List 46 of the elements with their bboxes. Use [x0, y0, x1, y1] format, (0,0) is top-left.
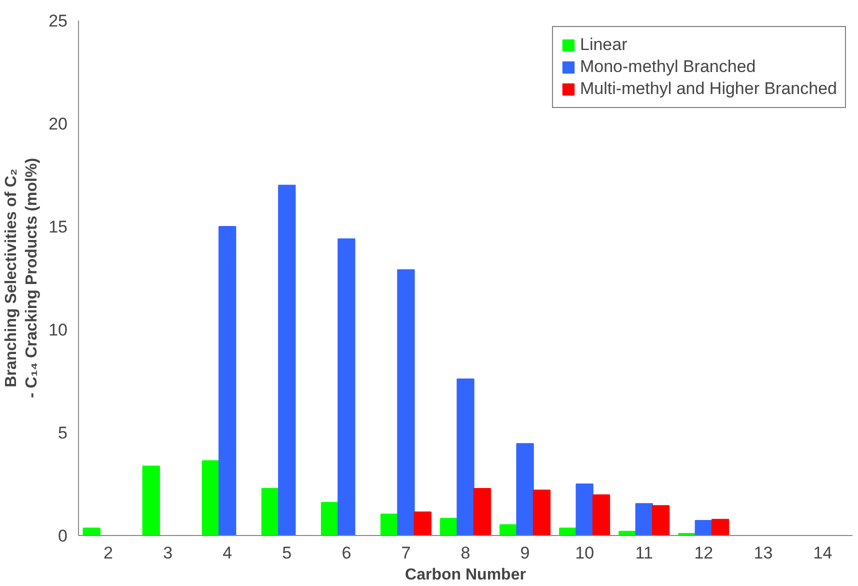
x-tick-label: 2: [104, 544, 114, 562]
bar: [82, 528, 100, 536]
x-axis-title: Carbon Number: [405, 566, 526, 584]
bar: [635, 503, 653, 536]
legend-label: Linear: [580, 35, 628, 55]
y-tick-label: 25: [48, 12, 68, 30]
bar: [320, 502, 339, 536]
x-tick-label: 5: [282, 544, 292, 562]
x-tick-label: 7: [401, 544, 411, 562]
bar: [652, 505, 670, 536]
x-tick-label: 4: [222, 544, 232, 562]
x-tick-label: 14: [813, 544, 832, 562]
y-tick-label: 20: [48, 114, 68, 134]
y-tick-label: 5: [58, 424, 68, 442]
y-tick-label: 0: [58, 526, 68, 546]
y-tick-label: 10: [48, 320, 68, 340]
bar: [397, 269, 415, 536]
bar: [576, 484, 594, 536]
bar: [338, 238, 356, 536]
bar: [261, 488, 280, 536]
x-tick-label: 3: [163, 544, 173, 562]
x-tick-label: 12: [694, 544, 714, 562]
bar: [592, 494, 610, 536]
y-tick-label: 15: [48, 218, 68, 236]
y-axis-title: Branching Selectivities of C₂ - C₁₄ Cracking Products (mol%): [3, 158, 41, 398]
bar: [278, 184, 296, 536]
bar: [711, 518, 730, 536]
x-tick-label: 8: [460, 544, 470, 562]
bar: [440, 518, 458, 536]
bar: [473, 488, 492, 536]
bar: [516, 443, 534, 536]
bar: [532, 490, 551, 536]
bar: [456, 378, 474, 536]
bar: [380, 514, 398, 536]
x-tick-label: 6: [342, 544, 352, 562]
x-tick-label: 11: [635, 544, 653, 562]
bar: [414, 512, 432, 536]
legend-label: Mono-methyl Branched: [580, 57, 756, 77]
legend-label: Multi-methyl and Higher Branched: [580, 79, 837, 99]
bar: [142, 466, 160, 536]
x-tick-label: 9: [520, 544, 530, 562]
bar: [694, 520, 712, 536]
x-tick-label: 13: [754, 544, 773, 562]
bar: [202, 460, 220, 536]
bar: [218, 226, 236, 536]
x-tick-label: 10: [575, 544, 594, 562]
